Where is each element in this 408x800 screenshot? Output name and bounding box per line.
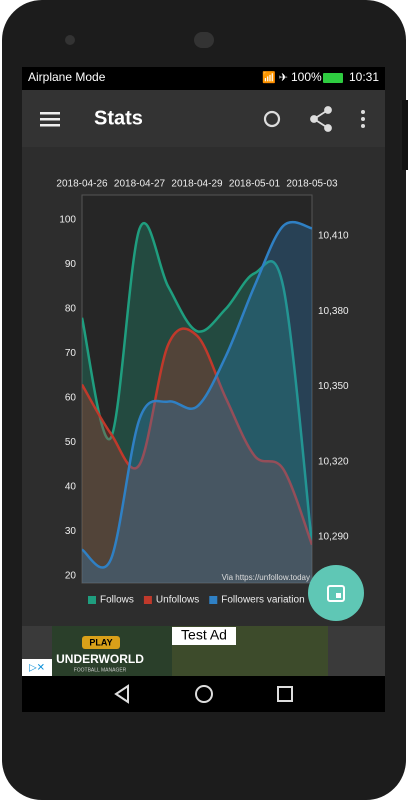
series-area [82,222,312,583]
x-tick-label: 2018-04-29 [171,179,223,190]
y2-tick-label: 10,290 [318,532,349,543]
share-line [312,109,329,129]
y-tick-label: 80 [65,304,77,315]
speaker [194,32,214,48]
dot [361,117,365,121]
y-tick-label: 20 [65,571,77,582]
overflow-button[interactable] [361,110,365,128]
plot [82,220,312,583]
back-button[interactable] [114,684,129,704]
calendar-day [336,593,341,598]
y-tick-label: 90 [65,259,77,270]
series-area [82,223,312,583]
app-title: Stats [94,107,143,129]
y-tick-label: 100 [59,215,76,226]
menu-line [40,124,60,127]
ad-play-text: PLAY [89,637,112,647]
recents-button[interactable] [277,686,293,702]
battery-icon [323,73,343,83]
dot [361,124,365,128]
status-text: Airplane Mode [28,70,106,84]
legend: Follows Unfollows Followers variation [88,595,305,606]
camera [65,35,75,45]
legend-swatch [143,596,152,604]
app-bar [22,90,385,147]
y2-tick-label: 10,410 [318,231,349,242]
share-button[interactable] [310,106,332,132]
y2-tick-label: 10,320 [318,456,349,467]
y-tick-label: 30 [65,526,77,537]
legend-label: Unfollows [156,595,199,606]
home-button[interactable] [195,685,213,703]
y-tick-label: 70 [65,348,77,359]
series-area [82,328,312,583]
series-line [82,222,312,545]
status-bar [22,67,385,90]
watermark: Via https://unfollow.today [222,573,310,582]
y2-tick-label: 10,380 [318,306,349,317]
legend-label: Follows [100,595,134,606]
dot [361,110,365,114]
status-icons: 📶 ✈ [262,71,288,84]
ad-label-bg [172,627,236,645]
refresh-button[interactable] [263,110,281,128]
ad-image [52,626,172,676]
menu-line [40,118,60,121]
nav-bar [22,676,385,712]
y2-tick-label: 10,350 [318,381,349,392]
menu-button[interactable] [40,112,60,127]
y-tick-label: 40 [65,482,77,493]
ad-subtitle: FOOTBALL MANAGER [74,667,127,673]
x-tick-label: 2018-04-27 [114,179,166,190]
ad-game: UNDERWORLD [56,652,144,666]
clock: 10:31 [349,70,379,84]
battery-text: 100% [291,70,322,84]
series-line [82,327,312,546]
ad-label: Test Ad [181,627,227,643]
menu-line [40,112,60,115]
ad-play [82,636,120,649]
y-tick-label: 60 [65,393,77,404]
x-tick-label: 2018-05-01 [229,179,281,190]
ad-choices-icon: ▷✕ [29,663,45,674]
x-tick-label: 2018-04-26 [56,179,108,190]
legend-swatch [209,596,218,604]
y-tick-label: 50 [65,437,77,448]
legend-swatch [88,596,96,604]
calendar-icon [327,585,345,602]
legend-label: Followers variation [221,595,304,606]
side-button [402,100,408,170]
x-tick-label: 2018-05-03 [286,179,338,190]
ad-choices[interactable] [22,659,52,676]
series-line [82,220,312,569]
